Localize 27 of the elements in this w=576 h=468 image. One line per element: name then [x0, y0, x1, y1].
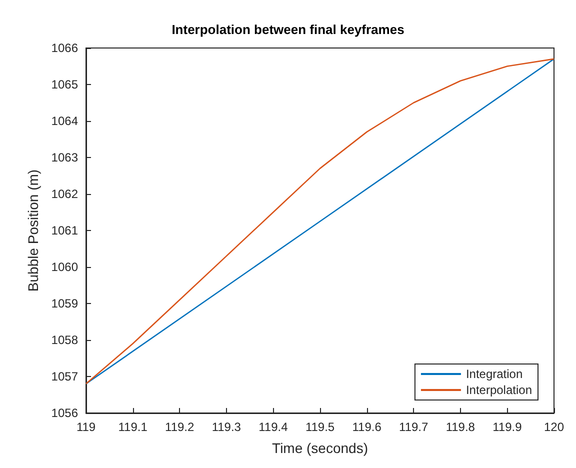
- x-tick-label: 119.3: [212, 420, 242, 434]
- y-tick-label: 1056: [51, 406, 78, 420]
- y-tick-label: 1065: [51, 78, 78, 92]
- legend-label: Integration: [466, 367, 523, 381]
- y-tick-label: 1063: [51, 150, 78, 164]
- x-tick-label: 119.7: [399, 420, 428, 434]
- x-tick-label: 120: [544, 420, 564, 434]
- x-tick-label: 119.4: [258, 420, 288, 434]
- legend-label: Interpolation: [466, 383, 532, 397]
- y-axis-title: Bubble Position (m): [25, 169, 41, 292]
- y-tick-label: 1064: [51, 114, 78, 128]
- chart-title: Interpolation between final keyframes: [172, 22, 404, 37]
- x-tick-label: 119.2: [165, 420, 194, 434]
- y-tick-label: 1062: [51, 187, 78, 201]
- x-tick-label: 119.6: [352, 420, 382, 434]
- x-tick-label: 119.8: [446, 420, 476, 434]
- x-tick-label: 119.5: [305, 420, 335, 434]
- y-tick-label: 1061: [51, 224, 78, 238]
- x-tick-label: 119: [76, 420, 96, 434]
- y-tick-label: 1066: [51, 41, 78, 55]
- x-axis-title: Time (seconds): [272, 440, 368, 456]
- y-tick-label: 1057: [51, 370, 78, 384]
- y-tick-label: 1059: [51, 296, 78, 310]
- y-tick-label: 1060: [51, 260, 78, 274]
- y-tick-label: 1058: [51, 333, 78, 347]
- x-tick-label: 119.1: [118, 420, 148, 434]
- x-tick-label: 119.9: [492, 420, 522, 434]
